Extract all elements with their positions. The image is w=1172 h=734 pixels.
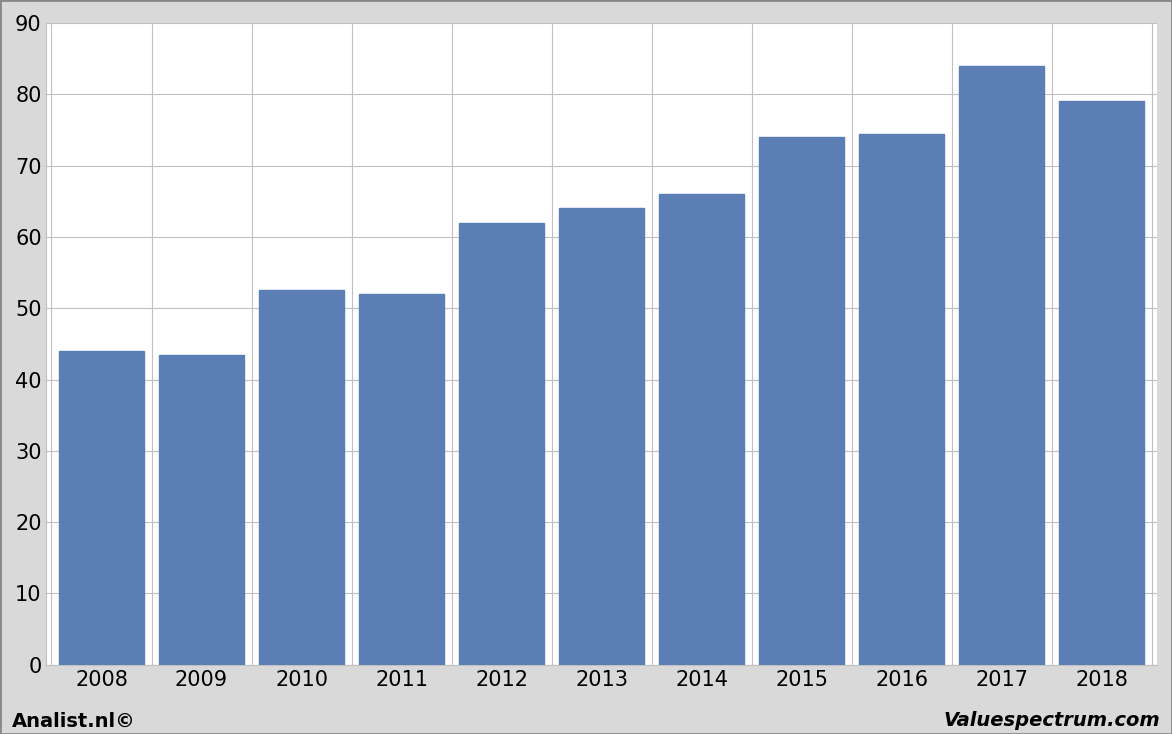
Bar <box>859 134 945 665</box>
Bar <box>1059 101 1145 665</box>
Bar <box>759 137 844 665</box>
Bar <box>259 291 345 665</box>
Bar <box>660 194 744 665</box>
Bar <box>559 208 645 665</box>
Bar <box>159 355 244 665</box>
Bar <box>59 351 144 665</box>
Text: Analist.nl©: Analist.nl© <box>12 711 136 730</box>
Bar <box>960 66 1044 665</box>
Text: Valuespectrum.com: Valuespectrum.com <box>943 711 1160 730</box>
Bar <box>459 222 544 665</box>
Bar <box>359 294 444 665</box>
